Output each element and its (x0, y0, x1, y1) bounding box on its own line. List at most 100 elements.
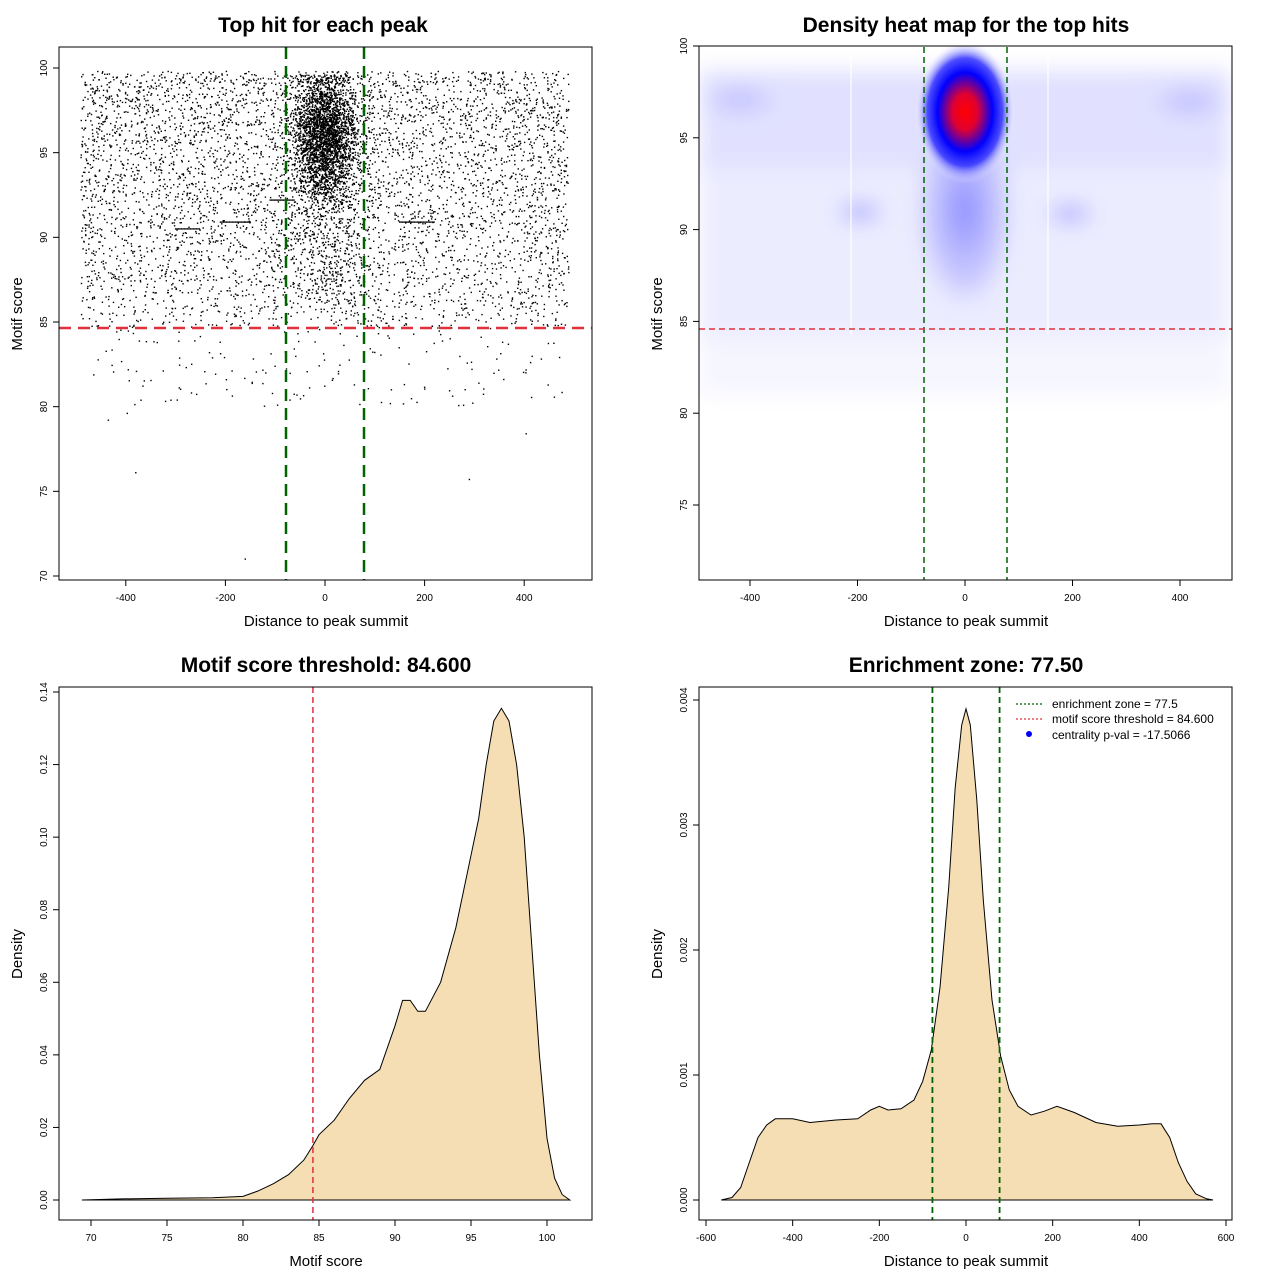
scatter-point (435, 77, 437, 79)
scatter-point (374, 227, 377, 229)
scatter-point (271, 242, 273, 244)
scatter-point (298, 194, 300, 197)
scatter-point (90, 167, 92, 169)
scatter-point (557, 149, 559, 151)
scatter-point (552, 126, 555, 129)
scatter-point (184, 274, 186, 276)
scatter-point (160, 130, 162, 132)
scatter-point (515, 112, 517, 114)
scatter-point (87, 113, 89, 115)
scatter-point (405, 317, 407, 319)
scatter-point (135, 134, 137, 136)
scatter-point (417, 213, 420, 215)
scatter-point (89, 94, 92, 96)
scatter-point (430, 212, 432, 215)
scatter-point (462, 213, 464, 215)
scatter-point (529, 215, 531, 217)
scatter-point (291, 216, 293, 218)
scatter-point (468, 287, 471, 289)
scatter-point (428, 199, 431, 202)
scatter-point (85, 144, 87, 147)
scatter-point (531, 194, 533, 197)
scatter-point (388, 115, 391, 117)
scatter-point (369, 297, 372, 299)
scatter-point (282, 77, 284, 79)
scatter-point (306, 257, 308, 260)
scatter-point (396, 262, 399, 264)
scatter-point (414, 115, 416, 117)
scatter-point (508, 203, 511, 205)
scatter-point (208, 211, 210, 213)
scatter-point (357, 216, 360, 218)
scatter-point (526, 175, 529, 178)
scatter-point (153, 130, 155, 132)
scatter-point (532, 164, 534, 166)
scatter-point (438, 261, 440, 263)
scatter-point (248, 71, 250, 73)
scatter-point (518, 307, 520, 310)
scatter-point (356, 167, 359, 169)
scatter-point (280, 316, 283, 319)
scatter-point (430, 131, 433, 134)
scatter-point (224, 149, 226, 152)
scatter-point (547, 77, 549, 79)
scatter-point (298, 113, 301, 116)
scatter-point (526, 220, 528, 222)
scatter-point (81, 140, 84, 143)
scatter-point (239, 324, 241, 327)
scatter-point (260, 99, 262, 101)
scatter-point (388, 153, 391, 155)
scatter-point (330, 218, 332, 220)
scatter-point (224, 225, 227, 227)
scatter-point (367, 206, 369, 208)
scatter-point (396, 101, 398, 103)
scatter-point (149, 146, 151, 148)
scatter-point (267, 135, 269, 138)
scatter-point (165, 80, 167, 82)
scatter-point (330, 164, 332, 166)
scatter-point (464, 303, 467, 305)
scatter-point (330, 278, 332, 280)
scatter-point (179, 241, 181, 243)
scatter-point (566, 255, 568, 258)
scatter-point (561, 300, 563, 302)
scatter-point (503, 161, 505, 163)
scatter-point (102, 263, 105, 265)
scatter-point (179, 141, 182, 144)
scatter-point (323, 151, 325, 154)
scatter-point (402, 147, 404, 149)
scatter-point (395, 85, 397, 87)
scatter-point (536, 101, 538, 104)
scatter-point (193, 135, 195, 137)
scatter-point (162, 71, 164, 74)
scatter-point (118, 155, 121, 157)
scatter-point (199, 122, 201, 124)
scatter-point (391, 155, 393, 157)
scatter-point (260, 172, 262, 175)
scatter-point (106, 117, 108, 119)
scatter-point (146, 283, 149, 286)
scatter-point (540, 166, 542, 169)
scatter-point (159, 158, 162, 161)
scatter-point (531, 302, 533, 305)
scatter-point (220, 235, 222, 237)
scatter-point (107, 272, 110, 274)
scatter-point (302, 127, 305, 130)
scatter-point (218, 256, 220, 258)
scatter-point (304, 201, 306, 203)
scatter-point (338, 179, 340, 181)
scatter-point (286, 287, 289, 289)
scatter-point (548, 209, 550, 212)
scatter-point (87, 162, 89, 165)
scatter-point (322, 241, 324, 244)
scatter-point (170, 187, 172, 189)
scatter-point (186, 186, 189, 189)
scatter-point (279, 267, 282, 269)
scatter-point (308, 184, 310, 187)
scatter-point (145, 278, 147, 280)
scatter-point (356, 233, 359, 235)
scatter-point (548, 232, 550, 235)
scatter-point (501, 199, 503, 201)
scatter-point (167, 263, 169, 265)
scatter-point (86, 159, 88, 162)
